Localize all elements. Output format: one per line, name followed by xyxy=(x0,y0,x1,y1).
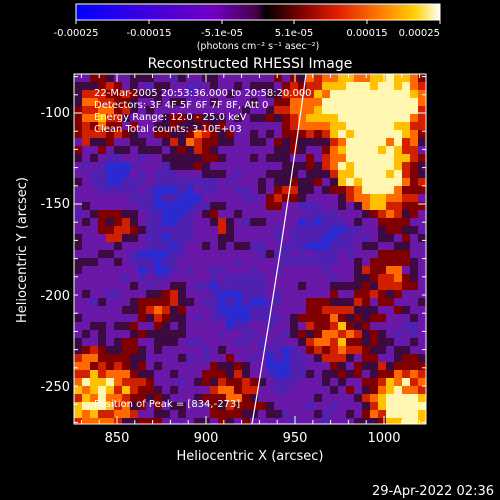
x-tick-label: 900 xyxy=(194,431,219,446)
footer-timestamp: 29-Apr-2022 02:36 xyxy=(372,484,494,499)
colorbar xyxy=(75,3,441,21)
annotation-time-range: 22-Mar-2005 20:53:36.000 to 20:58:20.000 xyxy=(94,88,312,99)
x-tick-label: 850 xyxy=(105,431,130,446)
annotation-peak: Position of Peak = [834,-273] xyxy=(94,399,240,410)
annotation-block: 22-Mar-2005 20:53:36.000 to 20:58:20.000… xyxy=(94,88,312,410)
y-tick-label: -100 xyxy=(40,106,70,121)
y-tick-label: -150 xyxy=(40,197,70,212)
x-tick-label: 950 xyxy=(283,431,308,446)
x-tick-labels: 850 900 950 1000 xyxy=(105,431,401,446)
solar-limb-line xyxy=(251,74,307,424)
colorbar-tick-label: -5.1e-05 xyxy=(201,28,243,39)
plot-title: Reconstructed RHESSI Image xyxy=(148,56,353,72)
plot-frame xyxy=(73,73,427,425)
heatmap-image xyxy=(74,74,426,424)
colorbar-tick-label: -0.00015 xyxy=(127,28,172,39)
colorbar-tick-label: 0.00025 xyxy=(399,28,440,39)
colorbar-tick-label: 0.00015 xyxy=(346,28,387,39)
colorbar-unit-label: (photons cm⁻² s⁻¹ asec⁻²) xyxy=(197,41,320,52)
annotation-detectors: Detectors: 3F 4F 5F 6F 7F 8F, Att 0 xyxy=(94,100,268,111)
colorbar-tick-labels: -0.00025 -0.00015 -5.1e-05 5.1e-05 0.000… xyxy=(54,28,440,39)
annotation-energy: Energy Range: 12.0 - 25.0 keV xyxy=(94,112,247,123)
y-tick-label: -200 xyxy=(40,289,70,304)
x-axis-label: Heliocentric X (arcsec) xyxy=(177,449,324,464)
y-tick-label: -250 xyxy=(40,380,70,395)
y-axis-label: Heliocentric Y (arcsec) xyxy=(15,177,30,323)
x-tick-label: 1000 xyxy=(367,431,400,446)
y-tick-labels: -100 -150 -200 -250 xyxy=(40,106,70,395)
annotation-clean: Clean Total counts: 3.10E+03 xyxy=(94,124,242,135)
colorbar-ticks xyxy=(75,20,441,24)
colorbar-tick-label: 5.1e-05 xyxy=(275,28,313,39)
axis-ticks xyxy=(74,74,426,424)
colorbar-tick-label: -0.00025 xyxy=(54,28,99,39)
